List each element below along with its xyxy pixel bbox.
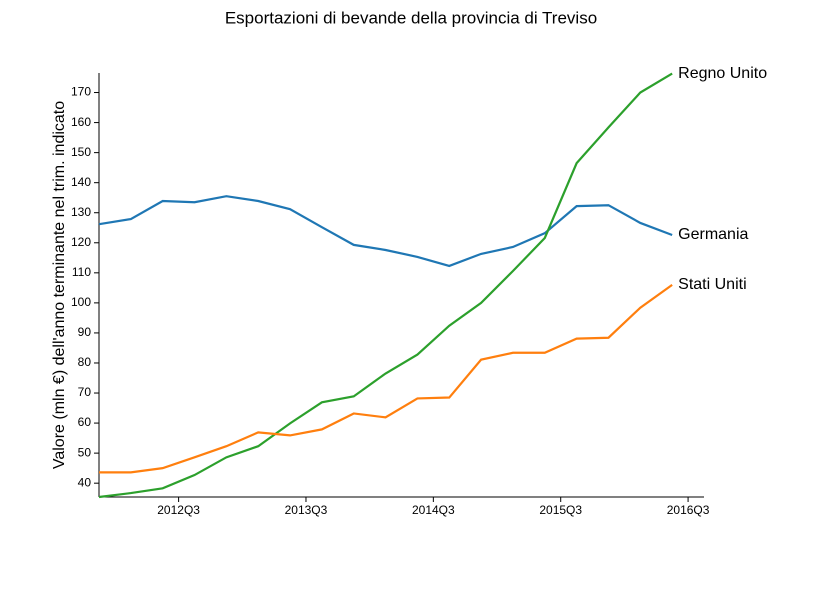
line bbox=[99, 283, 673, 474]
x-tick-label: 2012Q3 bbox=[157, 503, 200, 517]
y-tick-label: 70 bbox=[78, 385, 92, 399]
y-tick-label: 170 bbox=[71, 85, 91, 99]
y-tick-label: 60 bbox=[78, 415, 92, 429]
x-tick-label: 2013Q3 bbox=[285, 503, 328, 517]
y-tick-label: 100 bbox=[71, 295, 91, 309]
y-tick-label: 120 bbox=[71, 235, 91, 249]
y-tick-label: 150 bbox=[71, 145, 91, 159]
series-label: Regno Unito bbox=[678, 65, 767, 82]
y-tick-label: 90 bbox=[78, 325, 92, 339]
x-tick-label: 2014Q3 bbox=[412, 503, 455, 517]
y-tick-label: 130 bbox=[71, 205, 91, 219]
y-tick-label: 110 bbox=[72, 265, 91, 279]
y-axis-label: Valore (mln €) dell'anno terminante nel … bbox=[51, 101, 68, 469]
line bbox=[98, 72, 673, 499]
y-tick-label: 140 bbox=[71, 175, 91, 189]
y-tick-label: 40 bbox=[78, 475, 92, 489]
x-tick-label: 2016Q3 bbox=[667, 503, 710, 517]
series-label: Stati Uniti bbox=[678, 276, 746, 293]
line bbox=[98, 195, 673, 268]
y-tick-label: 80 bbox=[78, 355, 92, 369]
chart-title: Esportazioni di bevande della provincia … bbox=[225, 8, 597, 27]
y-tick-label: 50 bbox=[78, 445, 92, 459]
series-label: Germania bbox=[678, 226, 748, 243]
x-tick-label: 2015Q3 bbox=[539, 503, 582, 517]
y-tick-label: 160 bbox=[71, 115, 91, 129]
